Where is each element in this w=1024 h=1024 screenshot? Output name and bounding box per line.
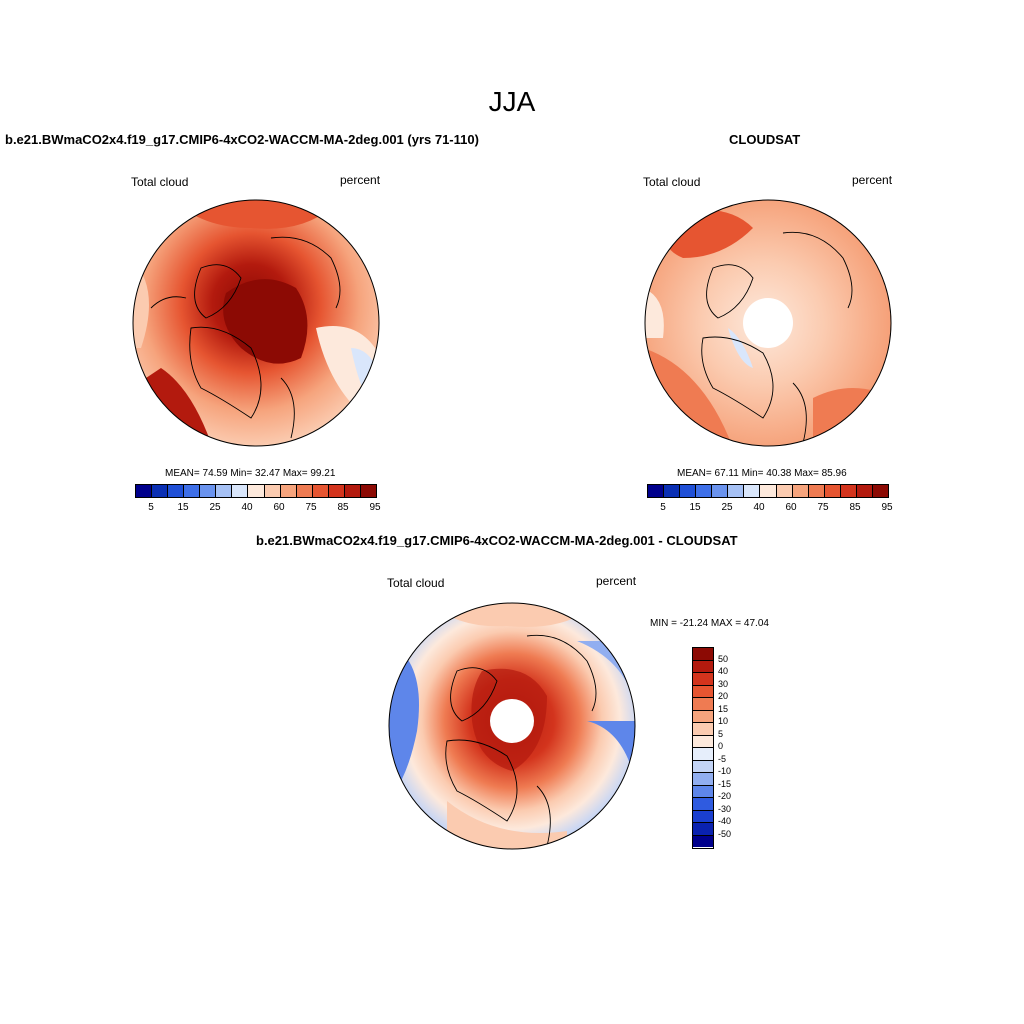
colorbar-swatch bbox=[232, 485, 249, 497]
colorbar-swatch bbox=[693, 760, 713, 773]
obs-polar-map bbox=[644, 199, 892, 447]
colorbar-swatch bbox=[152, 485, 169, 497]
colorbar-swatch bbox=[693, 773, 713, 786]
obs-stats: MEAN= 67.11 Min= 40.38 Max= 85.96 bbox=[677, 468, 847, 479]
colorbar-tick-label: 95 bbox=[369, 502, 381, 513]
colorbar-swatch bbox=[693, 785, 713, 798]
model-panel-title: b.e21.BWmaCO2x4.f19_g17.CMIP6-4xCO2-WACC… bbox=[5, 132, 479, 147]
colorbar-tick-label: 10 bbox=[718, 716, 729, 726]
colorbar-tick-label: 75 bbox=[305, 502, 317, 513]
obs-variable-label: Total cloud bbox=[643, 175, 701, 189]
colorbar-swatch bbox=[296, 485, 313, 497]
colorbar-tick-label: -20 bbox=[718, 791, 732, 801]
colorbar-tick-label: 15 bbox=[689, 502, 701, 513]
colorbar-tick-label: 5 bbox=[718, 728, 724, 739]
colorbar-swatch bbox=[648, 485, 665, 497]
model-units-label: percent bbox=[340, 173, 381, 187]
colorbar-swatch bbox=[693, 723, 713, 736]
obs-colorbar bbox=[647, 484, 889, 498]
diff-units-label: percent bbox=[596, 574, 637, 588]
colorbar-tick-label: 15 bbox=[177, 502, 189, 513]
colorbar-swatch bbox=[693, 710, 713, 723]
colorbar-swatch bbox=[856, 485, 873, 497]
colorbar-swatch bbox=[693, 685, 713, 698]
colorbar-swatch bbox=[824, 485, 841, 497]
model-colorbar-ticks: 5 15 25 40 60 75 85 95 bbox=[135, 502, 380, 516]
colorbar-swatch bbox=[216, 485, 233, 497]
colorbar-tick-label: 85 bbox=[849, 502, 861, 513]
colorbar-swatch bbox=[840, 485, 857, 497]
colorbar-swatch bbox=[328, 485, 345, 497]
colorbar-tick-label: 50 bbox=[718, 653, 729, 664]
colorbar-swatch bbox=[280, 485, 297, 497]
model-colorbar bbox=[135, 484, 377, 498]
colorbar-swatch bbox=[693, 648, 713, 661]
obs-colorbar-ticks: 5 15 25 40 60 75 85 95 bbox=[647, 502, 892, 516]
colorbar-tick-label: 25 bbox=[209, 502, 221, 513]
colorbar-swatch bbox=[712, 485, 729, 497]
colorbar-tick-label: 30 bbox=[718, 678, 729, 689]
colorbar-tick-label: -30 bbox=[718, 803, 732, 814]
colorbar-swatch bbox=[693, 660, 713, 673]
colorbar-swatch bbox=[792, 485, 809, 497]
colorbar-swatch bbox=[693, 835, 713, 847]
model-polar-map bbox=[132, 199, 380, 447]
colorbar-swatch bbox=[360, 485, 376, 497]
colorbar-swatch bbox=[760, 485, 777, 497]
model-stats: MEAN= 74.59 Min= 32.47 Max= 99.21 bbox=[165, 468, 336, 479]
colorbar-tick-label: 60 bbox=[785, 502, 797, 513]
diff-colorbar bbox=[692, 647, 714, 849]
colorbar-tick-label: 20 bbox=[718, 691, 729, 701]
model-variable-label: Total cloud bbox=[131, 175, 189, 189]
colorbar-tick-label: 5 bbox=[660, 502, 666, 513]
colorbar-swatch bbox=[872, 485, 888, 497]
colorbar-swatch bbox=[693, 748, 713, 761]
colorbar-swatch bbox=[312, 485, 329, 497]
diff-variable-label: Total cloud bbox=[387, 576, 445, 590]
colorbar-swatch bbox=[696, 485, 713, 497]
colorbar-tick-label: 25 bbox=[721, 502, 733, 513]
colorbar-swatch bbox=[744, 485, 761, 497]
colorbar-swatch bbox=[664, 485, 681, 497]
colorbar-tick-label: 60 bbox=[273, 502, 285, 513]
colorbar-tick-label: -50 bbox=[718, 828, 732, 839]
colorbar-tick-label: -15 bbox=[718, 778, 732, 789]
colorbar-swatch bbox=[200, 485, 217, 497]
diff-panel-title: b.e21.BWmaCO2x4.f19_g17.CMIP6-4xCO2-WACC… bbox=[256, 533, 738, 548]
colorbar-swatch bbox=[693, 673, 713, 686]
colorbar-swatch bbox=[693, 823, 713, 836]
colorbar-tick-label: 40 bbox=[718, 666, 729, 676]
colorbar-swatch bbox=[136, 485, 153, 497]
diff-stats: MIN = -21.24 MAX = 47.04 bbox=[650, 618, 769, 629]
diff-polar-map bbox=[388, 602, 636, 850]
colorbar-tick-label: 75 bbox=[817, 502, 829, 513]
colorbar-tick-label: -5 bbox=[718, 753, 727, 764]
obs-panel-title: CLOUDSAT bbox=[729, 132, 801, 147]
colorbar-tick-label: 5 bbox=[148, 502, 154, 513]
colorbar-swatch bbox=[248, 485, 265, 497]
diff-colorbar-ticks: 50 40 30 20 15 10 5 0 -5 -10 -15 -20 -30 -40 -50 bbox=[718, 647, 758, 847]
colorbar-swatch bbox=[168, 485, 185, 497]
colorbar-swatch bbox=[693, 798, 713, 811]
colorbar-swatch bbox=[264, 485, 281, 497]
colorbar-swatch bbox=[728, 485, 745, 497]
colorbar-tick-label: 95 bbox=[881, 502, 893, 513]
colorbar-swatch bbox=[776, 485, 793, 497]
colorbar-swatch bbox=[693, 810, 713, 823]
colorbar-swatch bbox=[808, 485, 825, 497]
colorbar-swatch bbox=[693, 698, 713, 711]
colorbar-swatch bbox=[344, 485, 361, 497]
season-title: JJA bbox=[488, 86, 536, 117]
colorbar-tick-label: 40 bbox=[753, 502, 765, 513]
colorbar-tick-label: -10 bbox=[718, 766, 732, 776]
colorbar-tick-label: 85 bbox=[337, 502, 349, 513]
obs-units-label: percent bbox=[852, 173, 893, 187]
colorbar-swatch bbox=[680, 485, 697, 497]
colorbar-swatch bbox=[693, 735, 713, 748]
colorbar-tick-label: 40 bbox=[241, 502, 253, 513]
colorbar-tick-label: 15 bbox=[718, 703, 729, 714]
colorbar-tick-label: -40 bbox=[718, 816, 732, 826]
colorbar-swatch bbox=[184, 485, 201, 497]
colorbar-tick-label: 0 bbox=[718, 741, 724, 751]
